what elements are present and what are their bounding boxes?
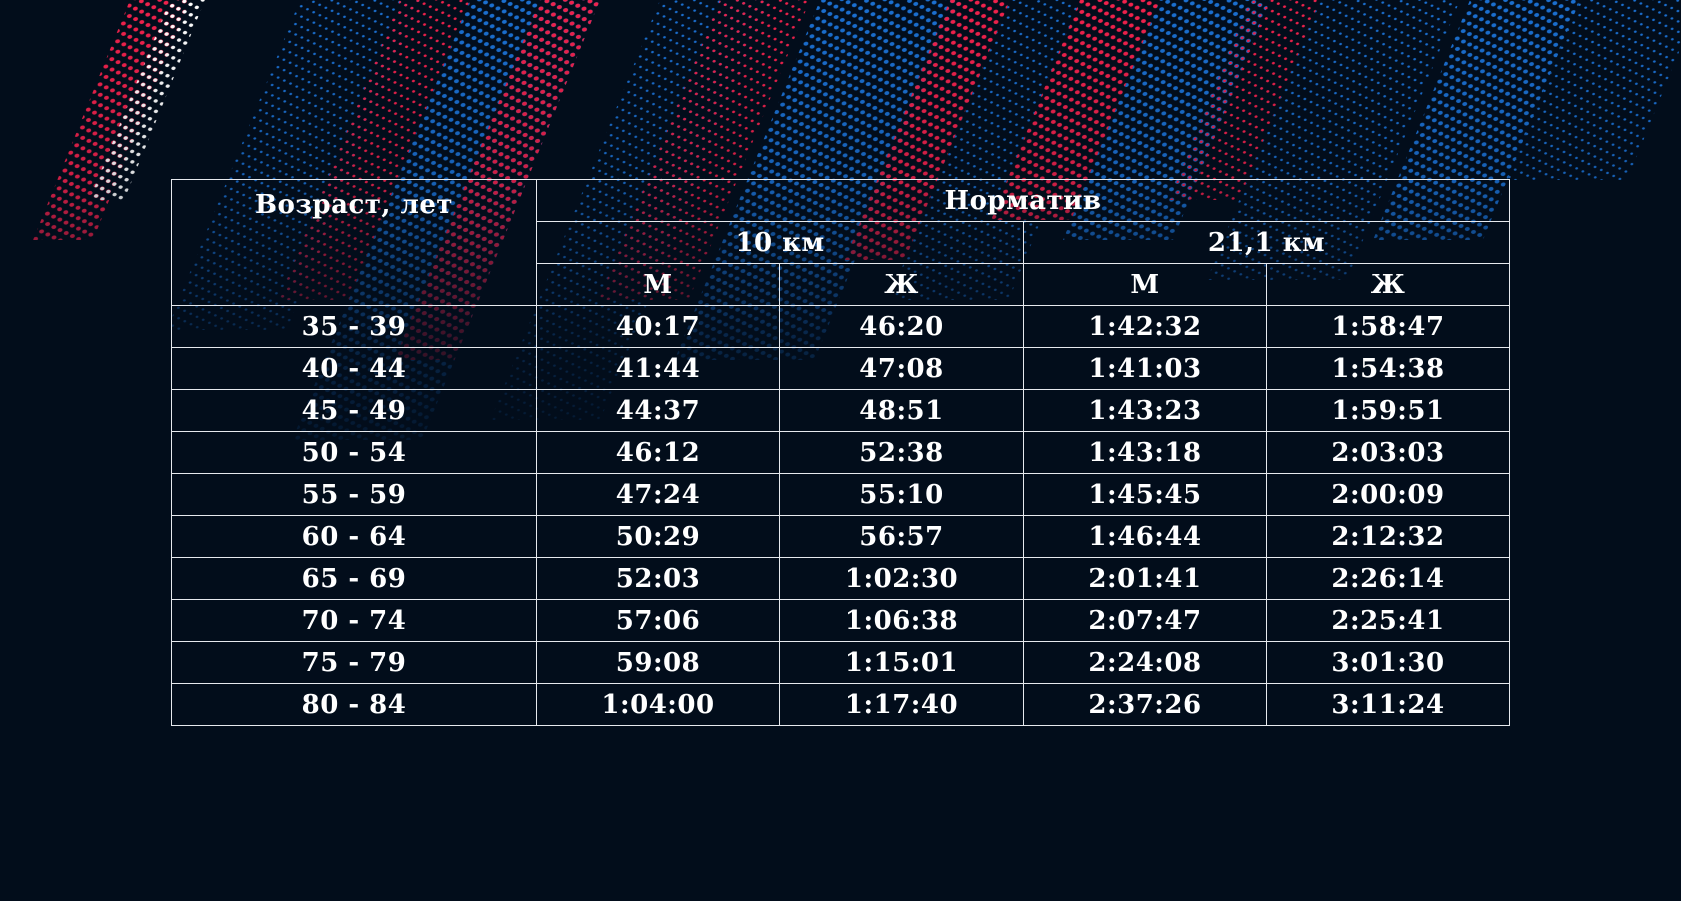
women-21km-cell: 2:12:32: [1266, 515, 1510, 558]
women-21km-cell: 3:01:30: [1266, 641, 1510, 684]
women-10km-cell: 1:02:30: [779, 557, 1024, 600]
age-cell: 55 - 59: [171, 473, 537, 516]
women-10km-cell: 48:51: [779, 389, 1024, 432]
men-21km-cell: 2:01:41: [1023, 557, 1267, 600]
women-21km-cell: 1:54:38: [1266, 347, 1510, 390]
age-cell: 80 - 84: [171, 683, 537, 726]
table-row: 40 - 44 41:44 47:08 1:41:03 1:54:38: [171, 347, 1510, 390]
table-row: 50 - 54 46:12 52:38 1:43:18 2:03:03: [171, 431, 1510, 474]
men-10km-cell: 47:24: [536, 473, 780, 516]
norm-header: Норматив: [536, 179, 1510, 222]
women-21km-cell: 1:59:51: [1266, 389, 1510, 432]
men-10km-cell: 52:03: [536, 557, 780, 600]
header-row-2: 10 км 21,1 км: [172, 221, 1510, 264]
table-row: 45 - 49 44:37 48:51 1:43:23 1:59:51: [171, 389, 1510, 432]
women-10km-cell: 1:06:38: [779, 599, 1024, 642]
women-10km-cell: 46:20: [779, 305, 1024, 348]
women-10km-cell: 47:08: [779, 347, 1024, 390]
men-10km-cell: 40:17: [536, 305, 780, 348]
women-10km-cell: 1:15:01: [779, 641, 1024, 684]
men-10km-cell: 57:06: [536, 599, 780, 642]
women-10km-cell: 1:17:40: [779, 683, 1024, 726]
men-21km-cell: 1:46:44: [1023, 515, 1267, 558]
gender-female-21km-header: Ж: [1266, 263, 1510, 306]
age-cell: 45 - 49: [171, 389, 537, 432]
table-row: 65 - 69 52:03 1:02:30 2:01:41 2:26:14: [171, 557, 1510, 600]
men-10km-cell: 50:29: [536, 515, 780, 558]
standards-table: Возраст, лет Норматив 10 км 21,1 км М Ж …: [171, 179, 1510, 726]
men-21km-cell: 2:24:08: [1023, 641, 1267, 684]
women-21km-cell: 3:11:24: [1266, 683, 1510, 726]
age-cell: 65 - 69: [171, 557, 537, 600]
age-header: Возраст, лет: [171, 179, 537, 306]
age-cell: 60 - 64: [171, 515, 537, 558]
men-21km-cell: 1:41:03: [1023, 347, 1267, 390]
men-21km-cell: 1:43:23: [1023, 389, 1267, 432]
gender-male-10km-header: М: [536, 263, 780, 306]
men-10km-cell: 44:37: [536, 389, 780, 432]
table-row: 35 - 39 40:17 46:20 1:42:32 1:58:47: [171, 305, 1510, 348]
age-cell: 50 - 54: [171, 431, 537, 474]
men-21km-cell: 1:42:32: [1023, 305, 1267, 348]
age-cell: 70 - 74: [171, 599, 537, 642]
men-10km-cell: 1:04:00: [536, 683, 780, 726]
table-row: 75 - 79 59:08 1:15:01 2:24:08 3:01:30: [171, 641, 1510, 684]
header-row-3: М Ж М Ж: [172, 263, 1510, 306]
distance-10km-header: 10 км: [536, 221, 1024, 264]
men-21km-cell: 2:37:26: [1023, 683, 1267, 726]
men-21km-cell: 2:07:47: [1023, 599, 1267, 642]
table-row: 60 - 64 50:29 56:57 1:46:44 2:12:32: [171, 515, 1510, 558]
table-row: 80 - 84 1:04:00 1:17:40 2:37:26 3:11:24: [171, 683, 1510, 726]
men-21km-cell: 1:45:45: [1023, 473, 1267, 516]
women-21km-cell: 2:03:03: [1266, 431, 1510, 474]
women-21km-cell: 1:58:47: [1266, 305, 1510, 348]
table-row: 55 - 59 47:24 55:10 1:45:45 2:00:09: [171, 473, 1510, 516]
age-cell: 35 - 39: [171, 305, 537, 348]
women-21km-cell: 2:25:41: [1266, 599, 1510, 642]
table-row: 70 - 74 57:06 1:06:38 2:07:47 2:25:41: [171, 599, 1510, 642]
men-21km-cell: 1:43:18: [1023, 431, 1267, 474]
men-10km-cell: 41:44: [536, 347, 780, 390]
men-10km-cell: 59:08: [536, 641, 780, 684]
age-cell: 40 - 44: [171, 347, 537, 390]
men-10km-cell: 46:12: [536, 431, 780, 474]
header-row-1: Возраст, лет Норматив: [171, 179, 1510, 306]
women-10km-cell: 56:57: [779, 515, 1024, 558]
gender-male-21km-header: М: [1023, 263, 1267, 306]
women-21km-cell: 2:26:14: [1266, 557, 1510, 600]
age-cell: 75 - 79: [171, 641, 537, 684]
women-10km-cell: 55:10: [779, 473, 1024, 516]
distance-21km-header: 21,1 км: [1023, 221, 1510, 264]
women-10km-cell: 52:38: [779, 431, 1024, 474]
women-21km-cell: 2:00:09: [1266, 473, 1510, 516]
gender-female-10km-header: Ж: [779, 263, 1024, 306]
